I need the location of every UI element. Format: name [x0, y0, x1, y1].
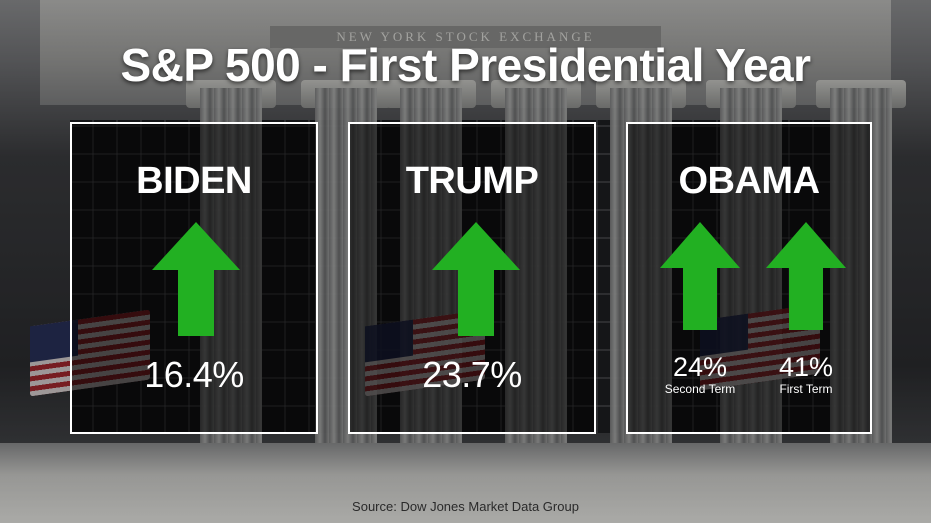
- term-value-first: 41% First Term: [761, 352, 851, 396]
- president-name: TRUMP: [405, 160, 539, 202]
- up-arrow-icon: [432, 222, 520, 336]
- president-name: OBAMA: [678, 160, 820, 202]
- page-title: S&P 500 - First Presidential Year: [120, 39, 811, 91]
- up-arrow-icon: [660, 222, 740, 330]
- term-label: First Term: [779, 382, 833, 396]
- percent-change: 24%: [672, 352, 728, 382]
- panel-obama: OBAMA 24% Second Term 41% First Term: [626, 122, 872, 434]
- panel-biden: BIDEN 16.4%: [70, 122, 318, 434]
- panel-trump: TRUMP 23.7%: [348, 122, 596, 434]
- percent-change: 23.7%: [422, 354, 522, 395]
- term-value-second: 24% Second Term: [655, 352, 745, 396]
- up-arrow-icon: [152, 222, 240, 336]
- source-credit: Source: Dow Jones Market Data Group: [352, 499, 579, 514]
- president-name: BIDEN: [136, 160, 252, 202]
- building-base: [0, 443, 931, 523]
- term-label: Second Term: [664, 382, 736, 396]
- up-arrow-icon: [766, 222, 846, 330]
- frieze-inscription: NEW YORK STOCK EXCHANGE: [270, 26, 661, 48]
- percent-change: 41%: [778, 352, 834, 382]
- percent-change: 16.4%: [144, 354, 244, 395]
